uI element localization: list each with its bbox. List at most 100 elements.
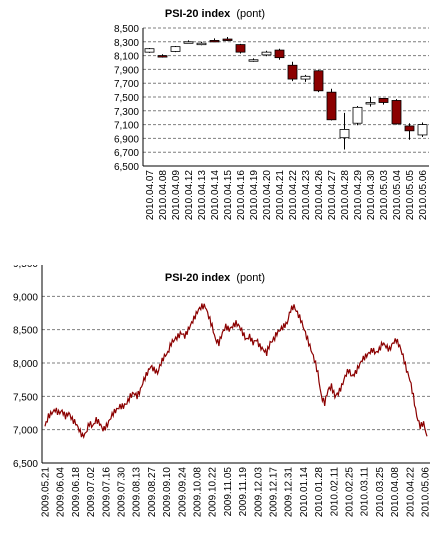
chart1-y-tick-label: 8,300 — [114, 38, 139, 49]
chart2-x-tick-label: 2010.03.11 — [360, 467, 371, 517]
chart1-x-tick-label: 2010.04.07 — [145, 170, 156, 220]
chart1-title-text: PSI-20 index — [165, 8, 231, 20]
candlestick-chart: PSI-20 index (pont) 6,500 6,700 6,900 7,100… — [114, 8, 429, 220]
chart2-x-tick-label: 2010.02.25 — [345, 467, 356, 517]
chart2-x-tick-label: 2010.01.28 — [314, 467, 325, 517]
chart2-x-tick-label: 2009.06.04 — [56, 467, 67, 517]
chart2-y-tick-label: 6,500 — [13, 459, 38, 470]
chart2-y-tick-label: 7,500 — [13, 392, 38, 403]
chart2-title: PSI-20 index (pont) — [165, 272, 265, 284]
chart2-x-tick-label: 2009.08.27 — [147, 467, 158, 517]
chart1-x-tick-label: 2010.04.23 — [301, 170, 312, 220]
chart1-y-tick-label: 7,300 — [114, 107, 139, 118]
chart1-x-tick-label: 2010.04.20 — [262, 170, 273, 220]
chart1-x-tick-label: 2010.04.27 — [327, 170, 338, 220]
chart1-x-tick-label: 2010.04.28 — [340, 170, 351, 220]
chart2-x-tick-label: 2009.10.08 — [193, 467, 204, 517]
chart2-x-tick-label: 2009.12.03 — [253, 467, 264, 517]
chart2-x-tick-label: 2010.01.14 — [299, 467, 310, 517]
chart2-x-tick-label: 2010.04.08 — [390, 467, 401, 517]
chart1-x-tick-label: 2010.05.04 — [392, 170, 403, 220]
chart1-candle-body — [196, 42, 207, 46]
chart1-candles — [144, 36, 428, 150]
chart1-title: PSI-20 index (pont) — [165, 8, 265, 20]
chart2-x-tick-label: 2009.07.16 — [101, 467, 112, 517]
chart1-candle-body — [352, 106, 363, 124]
chart1-gridlines — [143, 27, 429, 153]
chart2-x-tick-label: 2010.03.25 — [375, 467, 386, 517]
chart1-x-tick-label: 2010.04.22 — [288, 170, 299, 220]
chart2-series — [44, 303, 428, 440]
chart2-x-tick-label: 2009.11.05 — [223, 467, 234, 517]
chart1-x-tick-label: 2010.04.12 — [184, 170, 195, 220]
chart2-x-tick-label: 2010.05.06 — [421, 467, 432, 517]
chart2-title-unit: (pont) — [236, 272, 265, 284]
chart1-title-unit: (pont) — [236, 8, 265, 20]
chart1-y-tick-label: 7,900 — [114, 65, 139, 76]
chart1-y-tick-label: 8,500 — [114, 24, 139, 35]
chart1-x-tick-label: 2010.04.15 — [223, 170, 234, 220]
chart1-candle-body — [365, 102, 376, 105]
chart1-candle-body — [248, 59, 259, 62]
chart1-x-tick-label: 2010.04.09 — [171, 170, 182, 220]
chart2-y-tick-label: 8,500 — [13, 326, 38, 337]
chart1-candle-body — [326, 91, 337, 121]
chart1-y-tick-label: 6,900 — [114, 134, 139, 145]
chart1-y-tick-label: 6,700 — [114, 148, 139, 159]
chart2-x-tick-label: 2009.11.19 — [238, 467, 249, 517]
chart1-y-tick-label: 7,700 — [114, 79, 139, 90]
chart2-y-tick-label: 9,500 — [13, 265, 38, 270]
chart2-x-tick-label: 2009.12.31 — [284, 467, 295, 517]
chart1-candle-body — [170, 46, 181, 52]
chart1-candle-body — [287, 64, 298, 80]
chart1-candle-body — [144, 48, 155, 53]
chart2-x-tick-label: 2010.04.22 — [405, 467, 416, 517]
chart1-y-tick-label: 7,500 — [114, 93, 139, 104]
chart1-candle-body — [404, 125, 415, 132]
chart2-gridlines — [42, 295, 430, 431]
chart1-candle-body — [157, 55, 168, 58]
chart1-x-tick-label: 2010.04.14 — [210, 170, 221, 220]
chart1-x-tick-label: 2010.04.21 — [275, 170, 286, 220]
chart2-x-tick-label: 2009.07.30 — [117, 467, 128, 517]
chart1-y-axis-ticks: 6,500 6,700 6,900 7,100 7,300 7,500 7,700 7,900… — [114, 24, 139, 173]
chart2-x-tick-label: 2009.12.17 — [269, 467, 280, 517]
chart2-x-tick-label: 2009.07.02 — [86, 467, 97, 517]
chart1-x-tick-label: 2010.05.06 — [418, 170, 429, 220]
chart1-x-tick-label: 2010.04.16 — [236, 170, 247, 220]
chart2-title-text: PSI-20 index — [165, 272, 231, 284]
chart1-candle-body — [378, 97, 389, 103]
chart2-x-tick-label: 2009.09.24 — [177, 467, 188, 517]
chart1-candle-body — [209, 40, 220, 43]
chart1-candle-body — [261, 51, 272, 56]
chart2-y-tick-label: 7,000 — [13, 426, 38, 437]
chart1-x-tick-label: 2010.05.03 — [379, 170, 390, 220]
chart1-y-tick-label: 8,100 — [114, 52, 139, 63]
chart2-x-tick-label: 2009.09.10 — [162, 467, 173, 517]
chart2-x-tick-label: 2009.08.13 — [132, 467, 143, 517]
line-chart: PSI-20 index (pont) 6,500 7,000 7,500 8,000… — [13, 265, 432, 517]
chart2-y-axis-ticks: 6,500 7,000 7,500 8,000 8,500 9,000 9,500 — [13, 265, 38, 470]
chart1-x-tick-label: 2010.04.29 — [353, 170, 364, 220]
chart1-x-tick-label: 2010.04.19 — [249, 170, 260, 220]
chart1-x-tick-label: 2010.04.30 — [366, 170, 377, 220]
chart1-candle-body — [222, 38, 233, 41]
chart1-y-tick-label: 6,500 — [114, 162, 139, 173]
chart1-candle-body — [235, 44, 246, 53]
chart1-candle-body — [417, 124, 428, 136]
chart2-x-tick-label: 2010.02.11 — [329, 467, 340, 517]
chart1-candle-body — [274, 49, 285, 59]
chart1-x-tick-label: 2010.05.05 — [405, 170, 416, 220]
chart1-y-tick-label: 7,100 — [114, 121, 139, 132]
chart2-x-axis-ticks: 2009.05.21 2009.06.04 2009.06.18 2009.07.02… — [41, 467, 432, 517]
chart1-x-tick-label: 2010.04.13 — [197, 170, 208, 220]
chart2-y-tick-label: 8,000 — [13, 359, 38, 370]
chart2-y-tick-label: 9,000 — [13, 292, 38, 303]
chart2-x-tick-label: 2009.10.22 — [208, 467, 219, 517]
chart1-candle-body — [300, 75, 311, 80]
chart1-x-axis-ticks: 2010.04.07 2010.04.08 2010.04.09 2010.04.12… — [145, 170, 429, 220]
chart2-series-line — [44, 303, 428, 440]
chart2-x-tick-label: 2009.06.18 — [71, 467, 82, 517]
chart2-x-tick-label: 2009.05.21 — [41, 467, 52, 517]
chart1-candle-body — [339, 129, 350, 139]
